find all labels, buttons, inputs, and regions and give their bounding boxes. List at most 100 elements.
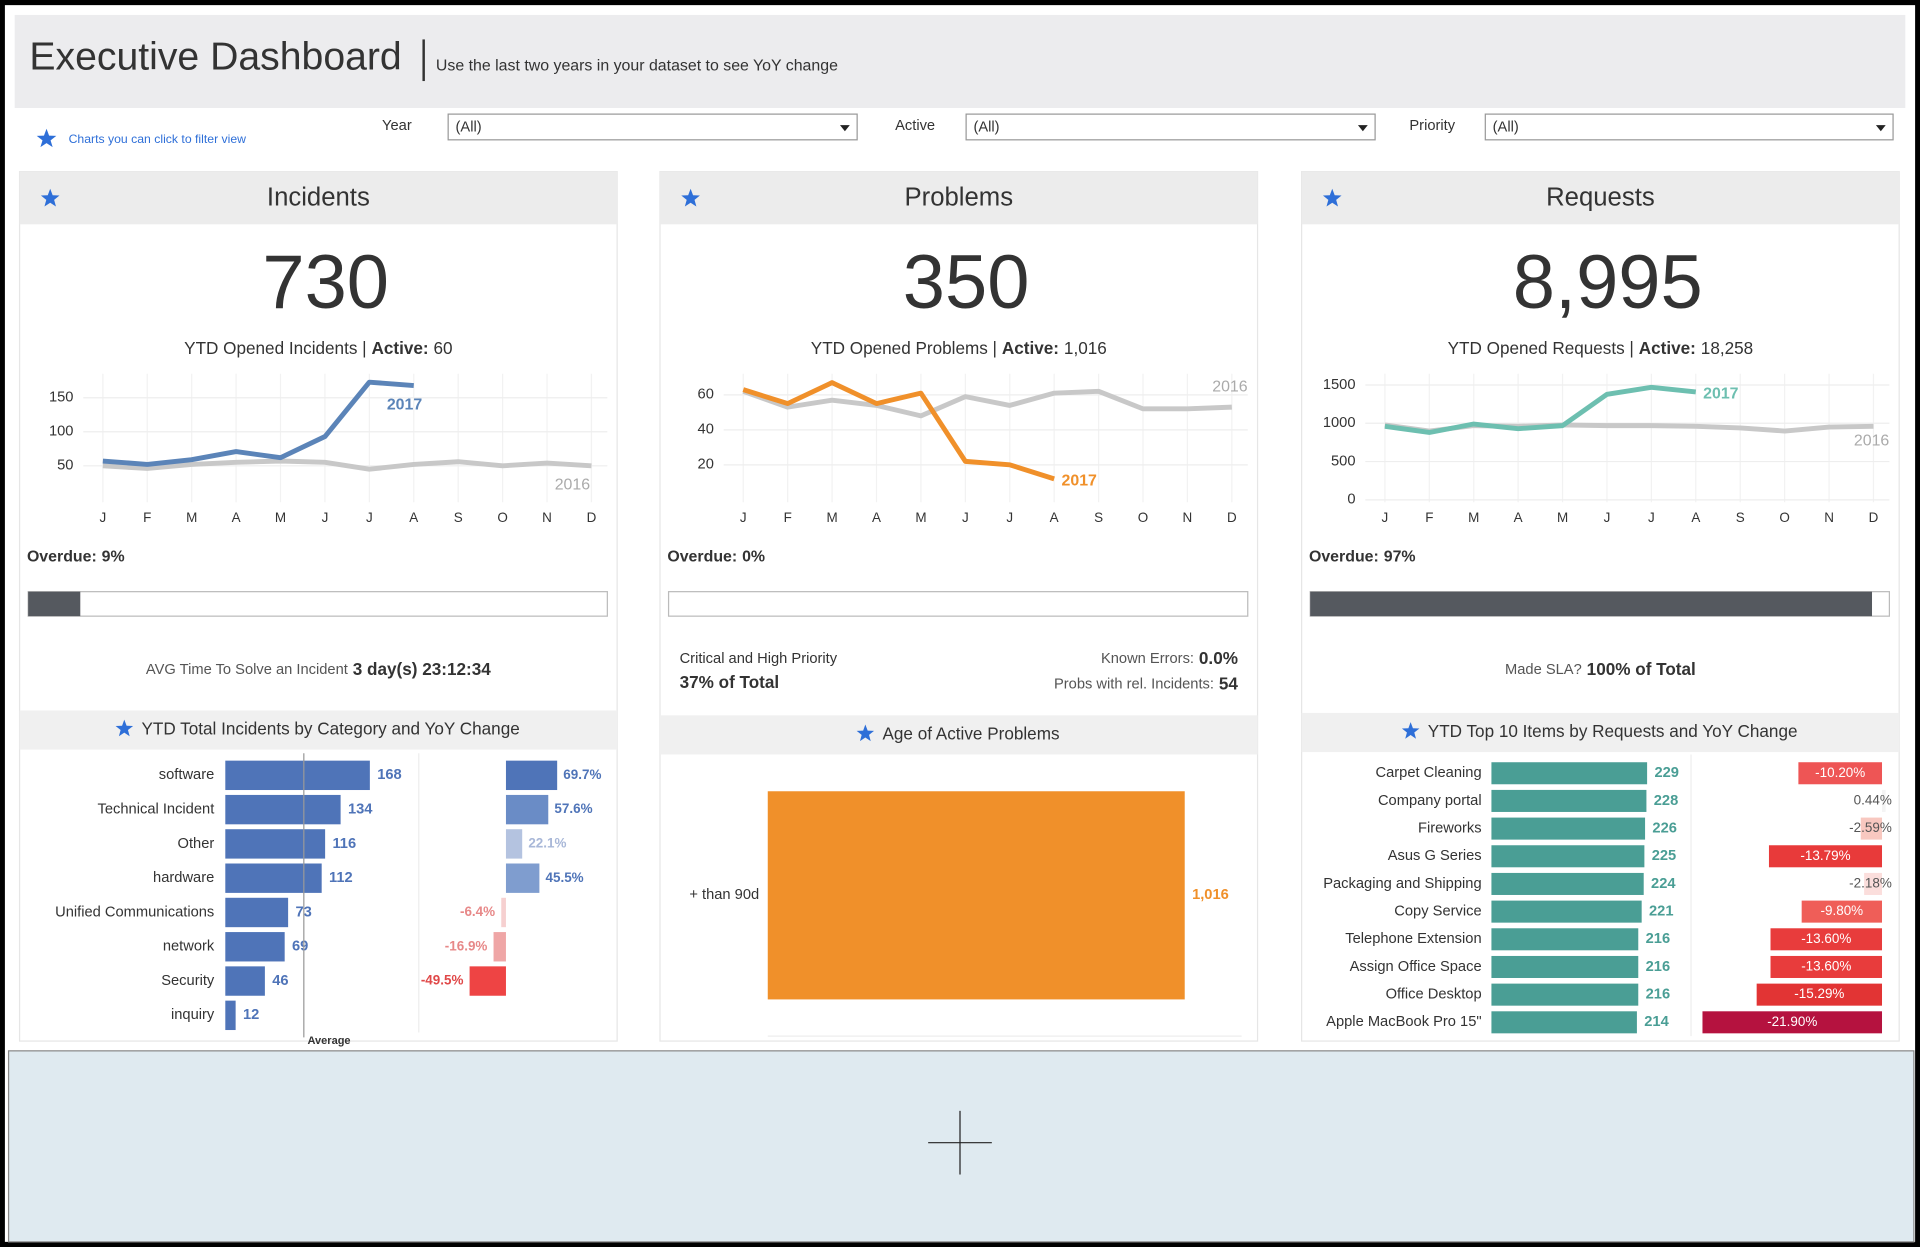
kpi-value: 730 (262, 240, 389, 325)
change-bar[interactable] (505, 829, 523, 859)
x-tick-label: S (1736, 510, 1745, 525)
x-tick-label: O (1138, 510, 1148, 525)
change-bar[interactable] (1864, 872, 1883, 895)
category-label[interactable]: Office Desktop (1386, 987, 1482, 1003)
kpi-value: 350 (903, 240, 1030, 325)
empty-drop-area[interactable] (7, 1050, 1915, 1243)
active-value: 1,016 (1064, 338, 1107, 358)
x-tick-label: J (322, 510, 329, 525)
x-tick-label: J (740, 510, 747, 525)
change-bar[interactable] (505, 863, 540, 893)
x-tick-label: S (454, 510, 463, 525)
star-icon (1401, 722, 1420, 739)
x-tick-label: M (915, 510, 926, 525)
bar[interactable] (225, 897, 289, 928)
panel-title[interactable]: Incidents (267, 183, 370, 211)
bar[interactable] (225, 932, 285, 962)
bar[interactable] (1491, 762, 1648, 785)
filter-dropdown[interactable] (447, 113, 858, 141)
bar[interactable] (1491, 872, 1644, 895)
bar[interactable] (225, 966, 265, 996)
bar[interactable] (767, 791, 1185, 1000)
active-label: Active: (372, 338, 429, 358)
x-tick-label: M (826, 510, 837, 525)
x-tick-label: M (186, 510, 197, 525)
bar[interactable] (225, 794, 341, 825)
change-bar[interactable] (1801, 900, 1883, 923)
bar[interactable] (1491, 983, 1639, 1006)
category-label[interactable]: Other (178, 836, 215, 852)
category-label[interactable]: Carpet Cleaning (1375, 765, 1481, 781)
value-label: 229 (1654, 765, 1679, 781)
bar[interactable] (1491, 955, 1639, 978)
bar[interactable] (225, 863, 322, 893)
bar[interactable] (1491, 928, 1639, 951)
change-bar[interactable] (469, 966, 506, 996)
change-bar[interactable] (505, 760, 558, 791)
stat-value: 3 day(s) 23:12:34 (353, 659, 492, 679)
panel-title[interactable]: Problems (904, 183, 1013, 211)
change-label: 45.5% (546, 870, 584, 885)
change-bar[interactable] (1798, 762, 1883, 785)
category-label[interactable]: + than 90d (689, 887, 759, 903)
bar[interactable] (1491, 1011, 1637, 1034)
x-tick-label: O (497, 510, 507, 525)
category-label[interactable]: Copy Service (1394, 903, 1481, 919)
bar[interactable] (1491, 817, 1646, 840)
category-label[interactable]: Asus G Series (1388, 848, 1482, 864)
value-label: 221 (1649, 903, 1674, 919)
category-label[interactable]: hardware (153, 870, 214, 886)
filter-dropdown[interactable] (965, 113, 1376, 141)
breakdown-title[interactable]: YTD Top 10 Items by Requests and YoY Cha… (1428, 721, 1798, 741)
bar[interactable] (225, 760, 370, 791)
caption-text: YTD Opened Requests | (1448, 338, 1634, 358)
filter-dropdown[interactable] (1484, 113, 1894, 141)
bar[interactable] (1491, 900, 1642, 923)
category-label[interactable]: Packaging and Shipping (1323, 876, 1481, 892)
bar[interactable] (225, 829, 326, 859)
bar[interactable] (1491, 845, 1645, 868)
category-label[interactable]: Apple MacBook Pro 15" (1326, 1014, 1481, 1030)
title: Executive Dashboard (29, 35, 401, 78)
breakdown-title[interactable]: Age of Active Problems (882, 723, 1059, 743)
category-label[interactable]: network (163, 939, 215, 955)
value-label: 216 (1646, 959, 1671, 975)
panel-title[interactable]: Requests (1546, 183, 1655, 211)
change-bar[interactable] (1768, 845, 1883, 868)
bar[interactable] (1491, 789, 1647, 812)
category-label[interactable]: Technical Incident (98, 801, 215, 817)
change-bar[interactable] (505, 794, 549, 825)
stat-label: Known Errors: (1101, 651, 1194, 667)
trend-line (102, 379, 414, 467)
change-bar[interactable] (1882, 789, 1886, 812)
breakdown-title[interactable]: YTD Total Incidents by Category and YoY … (141, 719, 519, 739)
trend-line (742, 388, 1232, 419)
change-bar[interactable] (1770, 955, 1883, 978)
change-bar[interactable] (1702, 1011, 1883, 1034)
filter-value: (All) (456, 119, 482, 135)
change-bar[interactable] (1860, 817, 1883, 840)
category-label[interactable]: Assign Office Space (1350, 959, 1482, 975)
x-tick-label: A (1691, 510, 1700, 525)
bar[interactable] (225, 1000, 236, 1031)
change-label: 69.7% (563, 767, 601, 782)
kpi-value: 8,995 (1513, 240, 1703, 325)
category-label[interactable]: Unified Communications (55, 904, 214, 920)
overdue: Overdue: 0% (667, 549, 765, 566)
y-tick-label: 40 (698, 422, 714, 438)
category-label[interactable]: Telephone Extension (1345, 931, 1481, 947)
change-bar[interactable] (501, 897, 506, 928)
filter-value: (All) (1493, 119, 1519, 135)
category-label[interactable]: Company portal (1378, 793, 1482, 809)
change-bar[interactable] (493, 932, 506, 962)
x-tick-label: A (872, 510, 881, 525)
category-label[interactable]: software (159, 767, 215, 783)
category-label[interactable]: Fireworks (1418, 820, 1482, 836)
series-label: 2016 (1854, 432, 1890, 449)
change-bar[interactable] (1770, 928, 1883, 951)
category-label[interactable]: inquiry (171, 1007, 215, 1023)
category-label[interactable]: Security (161, 973, 215, 989)
dropdown-arrow (1875, 125, 1886, 132)
change-bar[interactable] (1756, 983, 1883, 1006)
